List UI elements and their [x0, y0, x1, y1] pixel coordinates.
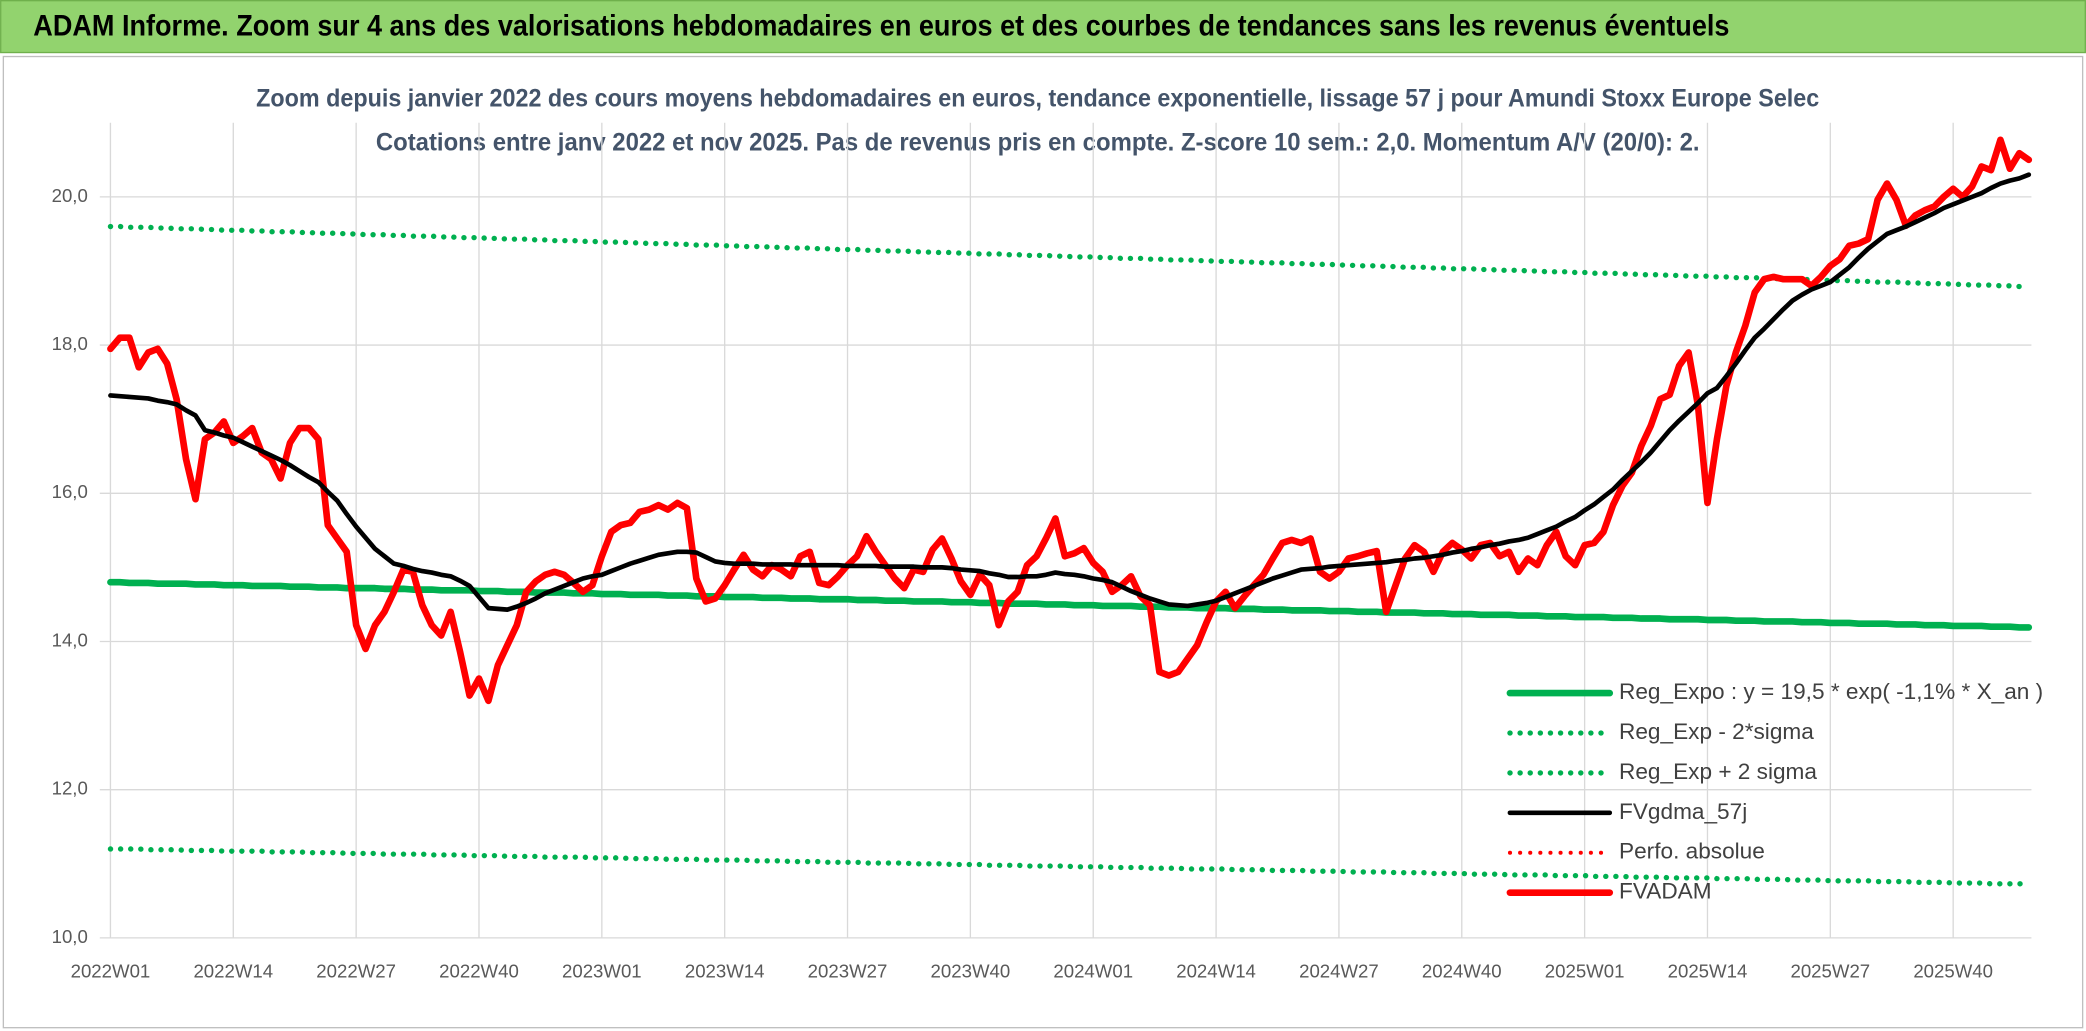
legend-label: Perfo. absolue: [1619, 839, 1765, 864]
header-bar: [0, 0, 2086, 54]
series-line: [108, 172, 2032, 612]
x-tick-label: 2025W14: [1668, 960, 1748, 981]
chart-title: Zoom depuis janvier 2022 des cours moyen…: [256, 84, 1819, 112]
x-tick-label: 2024W27: [1299, 960, 1379, 981]
x-tick-label: 2023W14: [685, 960, 765, 981]
x-tick-label: 2022W27: [316, 960, 396, 981]
x-tick-label: 2025W01: [1545, 960, 1625, 981]
series-line: [107, 223, 2032, 290]
x-tick-label: 2023W40: [931, 960, 1011, 981]
y-tick-label: 12,0: [52, 778, 88, 799]
series-line: [107, 136, 2033, 705]
x-tick-label: 2024W01: [1053, 960, 1133, 981]
x-tick-label: 2024W14: [1176, 960, 1256, 981]
legend: Reg_Expo : y = 19,5 * exp( -1,1% * X_an …: [1506, 679, 2043, 904]
legend-label: Reg_Expo : y = 19,5 * exp( -1,1% * X_an …: [1619, 679, 2043, 704]
y-tick-label: 16,0: [52, 481, 88, 502]
legend-label: Reg_Exp + 2 sigma: [1619, 759, 1817, 784]
x-tick-label: 2022W01: [71, 960, 151, 981]
x-tick-label: 2024W40: [1422, 960, 1502, 981]
y-tick-label: 20,0: [52, 185, 88, 206]
chart-frame: [2, 55, 2084, 1029]
x-tick-label: 2023W01: [562, 960, 642, 981]
legend-label: FVgdma_57j: [1619, 799, 1747, 824]
x-tick-label: 2022W14: [193, 960, 273, 981]
legend-label: FVADAM: [1619, 879, 1712, 904]
x-tick-label: 2025W27: [1790, 960, 1870, 981]
series-line: [107, 578, 2033, 631]
chart-subtitle: Cotations entre janv 2022 et nov 2025. P…: [376, 128, 1700, 156]
series-line: [107, 846, 2032, 887]
y-tick-label: 10,0: [52, 926, 88, 947]
y-tick-label: 18,0: [52, 333, 88, 354]
x-tick-label: 2022W40: [439, 960, 519, 981]
y-tick-label: 14,0: [52, 629, 88, 650]
plot-lines: [107, 136, 2033, 887]
x-tick-label: 2025W40: [1913, 960, 1993, 981]
x-tick-label: 2023W27: [808, 960, 888, 981]
legend-label: Reg_Exp - 2*sigma: [1619, 719, 1814, 744]
header-title: ADAM Informe. Zoom sur 4 ans des valoris…: [33, 11, 1729, 43]
